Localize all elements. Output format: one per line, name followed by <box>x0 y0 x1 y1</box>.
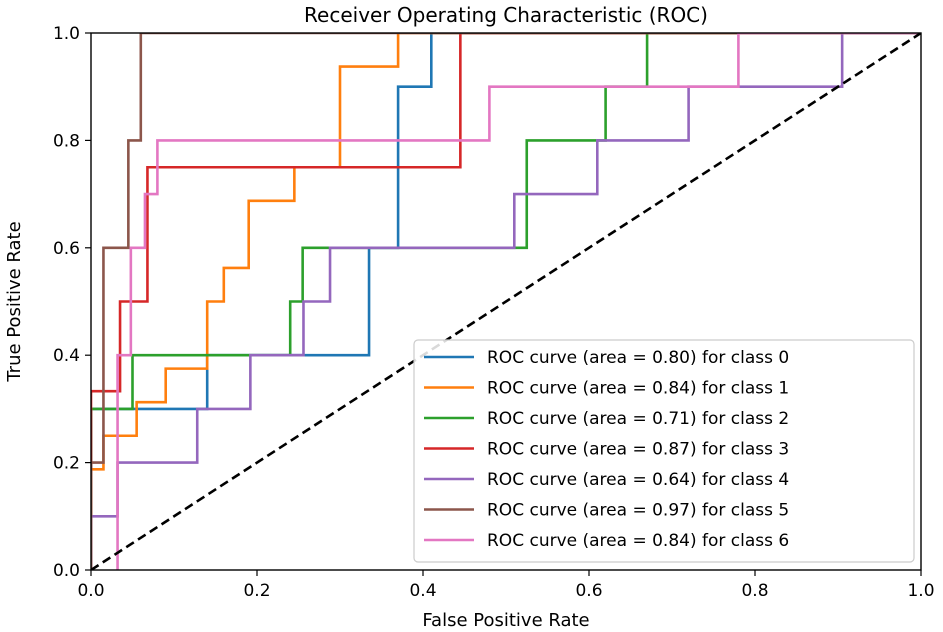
roc-curve-class-5 <box>91 33 921 570</box>
legend-label: ROC curve (area = 0.80) for class 0 <box>487 348 789 368</box>
y-tick-label: 0.2 <box>53 454 80 474</box>
legend-label: ROC curve (area = 0.84) for class 1 <box>487 379 789 399</box>
y-tick-label: 0.8 <box>53 131 80 151</box>
legend-label: ROC curve (area = 0.64) for class 4 <box>487 470 789 490</box>
x-tick-label: 0.2 <box>243 581 270 601</box>
y-tick-label: 0.6 <box>53 239 80 259</box>
y-tick-label: 1.0 <box>53 24 80 44</box>
x-tick-label: 1.0 <box>907 581 934 601</box>
chance-diagonal-line <box>91 33 921 570</box>
x-tick-label: 0.8 <box>741 581 768 601</box>
plot-frame <box>90 32 922 571</box>
legend-label: ROC curve (area = 0.84) for class 6 <box>487 531 789 551</box>
legend-label: ROC curve (area = 0.87) for class 3 <box>487 440 789 460</box>
roc-curve-class-4 <box>91 33 921 570</box>
x-axis-title: False Positive Rate <box>422 610 589 631</box>
chart-title: Receiver Operating Characteristic (ROC) <box>304 3 708 27</box>
y-axis-title: True Positive Rate <box>4 221 25 382</box>
roc-curve-class-1 <box>91 33 921 570</box>
legend-label: ROC curve (area = 0.97) for class 5 <box>487 501 789 521</box>
legend: ROC curve (area = 0.80) for class 0 ROC c… <box>413 339 915 563</box>
x-tick-label: 0.6 <box>575 581 602 601</box>
roc-curve-class-6 <box>116 33 921 570</box>
y-tick-label: 0.0 <box>53 561 80 581</box>
x-tick-label: 0.0 <box>77 581 104 601</box>
roc-curve-class-3 <box>91 33 921 570</box>
x-tick-label: 0.4 <box>409 581 436 601</box>
legend-label: ROC curve (area = 0.71) for class 2 <box>487 409 789 429</box>
legend-box <box>413 339 915 563</box>
y-tick-label: 0.4 <box>53 346 80 366</box>
